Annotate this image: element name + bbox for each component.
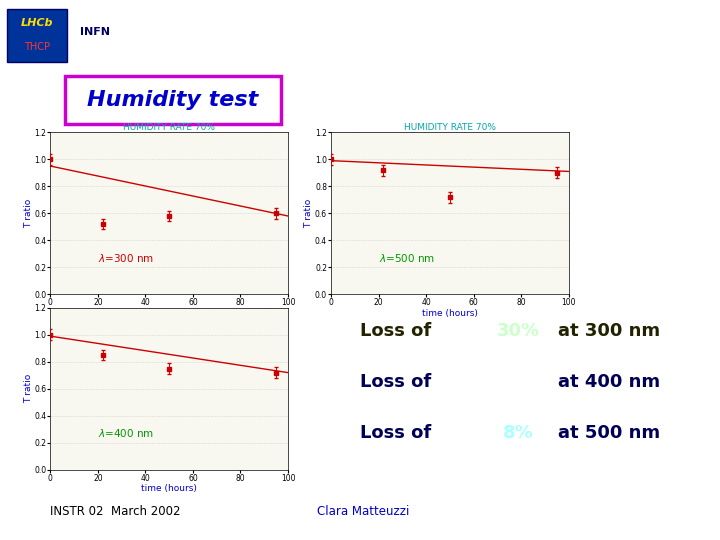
Text: Loss of: Loss of — [360, 322, 431, 340]
Text: 8%: 8% — [503, 424, 534, 442]
Text: $\lambda$=400 nm: $\lambda$=400 nm — [98, 427, 154, 440]
Text: Loss of: Loss of — [360, 373, 431, 391]
Title: HUMIDITY RATE 70%: HUMIDITY RATE 70% — [404, 123, 496, 132]
Text: INFN: INFN — [80, 27, 109, 37]
Text: LHCb: LHCb — [21, 18, 53, 28]
X-axis label: time (hours): time (hours) — [141, 309, 197, 318]
Y-axis label: T ratio: T ratio — [24, 199, 32, 228]
FancyBboxPatch shape — [7, 9, 68, 63]
Y-axis label: T ratio: T ratio — [24, 374, 32, 403]
X-axis label: time (hours): time (hours) — [141, 484, 197, 494]
Text: $\lambda$=500 nm: $\lambda$=500 nm — [379, 252, 435, 264]
Text: Loss of: Loss of — [360, 424, 431, 442]
Text: at 300 nm: at 300 nm — [558, 322, 660, 340]
Text: at 500 nm: at 500 nm — [558, 424, 660, 442]
Text: Clara Matteuzzi: Clara Matteuzzi — [317, 505, 409, 518]
Title: HUMIDITY RATE 70%: HUMIDITY RATE 70% — [123, 123, 215, 132]
Text: 30%: 30% — [497, 322, 540, 340]
Text: 15%: 15% — [497, 373, 540, 391]
Text: INSTR 02  March 2002: INSTR 02 March 2002 — [50, 505, 181, 518]
Y-axis label: T ratio: T ratio — [305, 199, 313, 228]
Text: at 400 nm: at 400 nm — [558, 373, 660, 391]
X-axis label: time (hours): time (hours) — [422, 309, 478, 318]
Text: Humidity test: Humidity test — [87, 90, 258, 110]
Text: $\lambda$=300 nm: $\lambda$=300 nm — [98, 252, 154, 264]
Text: THCP: THCP — [24, 42, 50, 52]
Text: AEROGEL: AEROGEL — [366, 16, 642, 68]
